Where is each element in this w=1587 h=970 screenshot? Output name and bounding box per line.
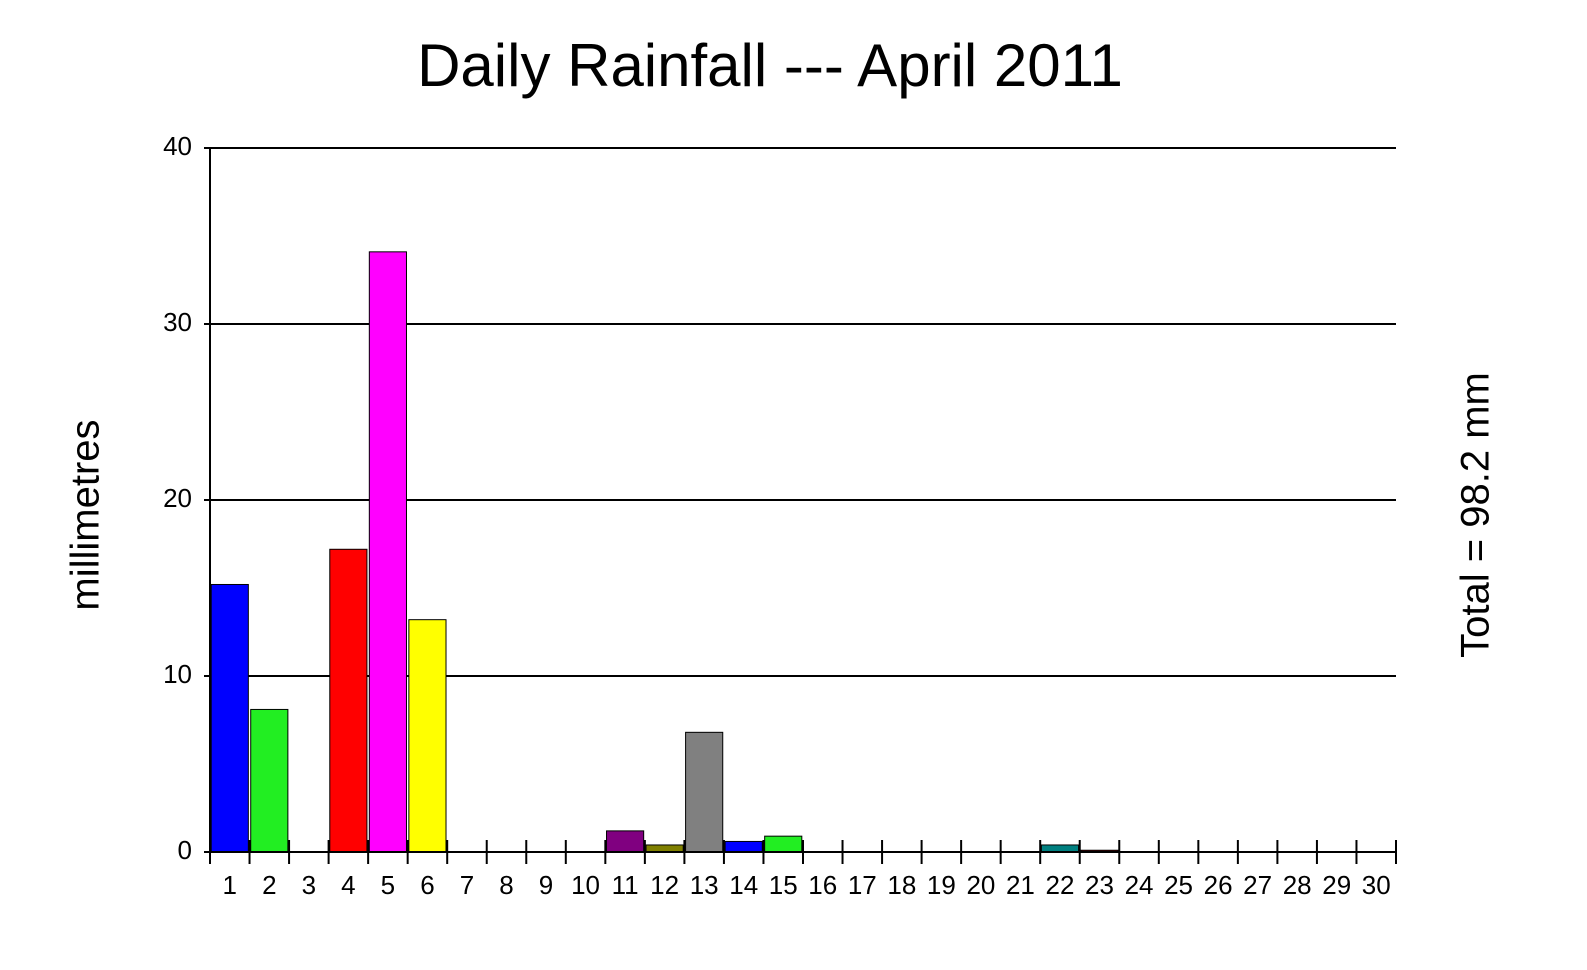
y-tick-label: 20 xyxy=(163,483,192,513)
x-tick-label: 22 xyxy=(1046,870,1075,900)
x-tick-label: 28 xyxy=(1283,870,1312,900)
x-tick-label: 23 xyxy=(1085,870,1114,900)
chart-title: Daily Rainfall --- April 2011 xyxy=(417,32,1123,99)
x-tick-label: 10 xyxy=(571,870,600,900)
x-tick-label: 16 xyxy=(808,870,837,900)
x-tick-label: 8 xyxy=(499,870,513,900)
bar xyxy=(685,731,724,853)
x-tick-label: 4 xyxy=(341,870,355,900)
x-tick-label: 7 xyxy=(460,870,474,900)
y-tick-label: 0 xyxy=(178,835,192,865)
x-tick-label: 15 xyxy=(769,870,798,900)
bar xyxy=(645,844,684,853)
y-tick-label: 40 xyxy=(163,131,192,161)
y-axis-label: millimetres xyxy=(64,419,108,610)
bar xyxy=(329,548,368,853)
bar xyxy=(764,835,803,853)
x-tick-label: 3 xyxy=(302,870,316,900)
x-tick-label: 2 xyxy=(262,870,276,900)
x-tick-label: 18 xyxy=(887,870,916,900)
x-tick-label: 6 xyxy=(420,870,434,900)
x-tick-label: 1 xyxy=(223,870,237,900)
x-tick-label: 14 xyxy=(729,870,758,900)
x-tick-label: 30 xyxy=(1362,870,1391,900)
x-tick-label: 13 xyxy=(690,870,719,900)
x-tick-label: 19 xyxy=(927,870,956,900)
x-tick-label: 9 xyxy=(539,870,553,900)
bar xyxy=(250,708,289,853)
total-annotation: Total = 98.2 mm xyxy=(1454,372,1498,658)
bar xyxy=(408,619,447,853)
x-tick-label: 21 xyxy=(1006,870,1035,900)
x-tick-label: 12 xyxy=(650,870,679,900)
bar xyxy=(1040,844,1080,853)
y-tick-label: 10 xyxy=(163,659,192,689)
x-tick-label: 5 xyxy=(381,870,395,900)
x-tick-label: 25 xyxy=(1164,870,1193,900)
x-tick-label: 26 xyxy=(1204,870,1233,900)
y-tick-label: 30 xyxy=(163,307,192,337)
bar xyxy=(210,583,249,853)
x-tick-label: 11 xyxy=(612,870,639,900)
x-tick-label: 24 xyxy=(1125,870,1154,900)
bar xyxy=(368,251,407,853)
x-tick-label: 17 xyxy=(848,870,877,900)
x-tick-label: 20 xyxy=(966,870,995,900)
x-tick-label: 27 xyxy=(1243,870,1272,900)
bar xyxy=(606,830,645,853)
x-tick-label: 29 xyxy=(1322,870,1351,900)
bar xyxy=(724,840,763,853)
